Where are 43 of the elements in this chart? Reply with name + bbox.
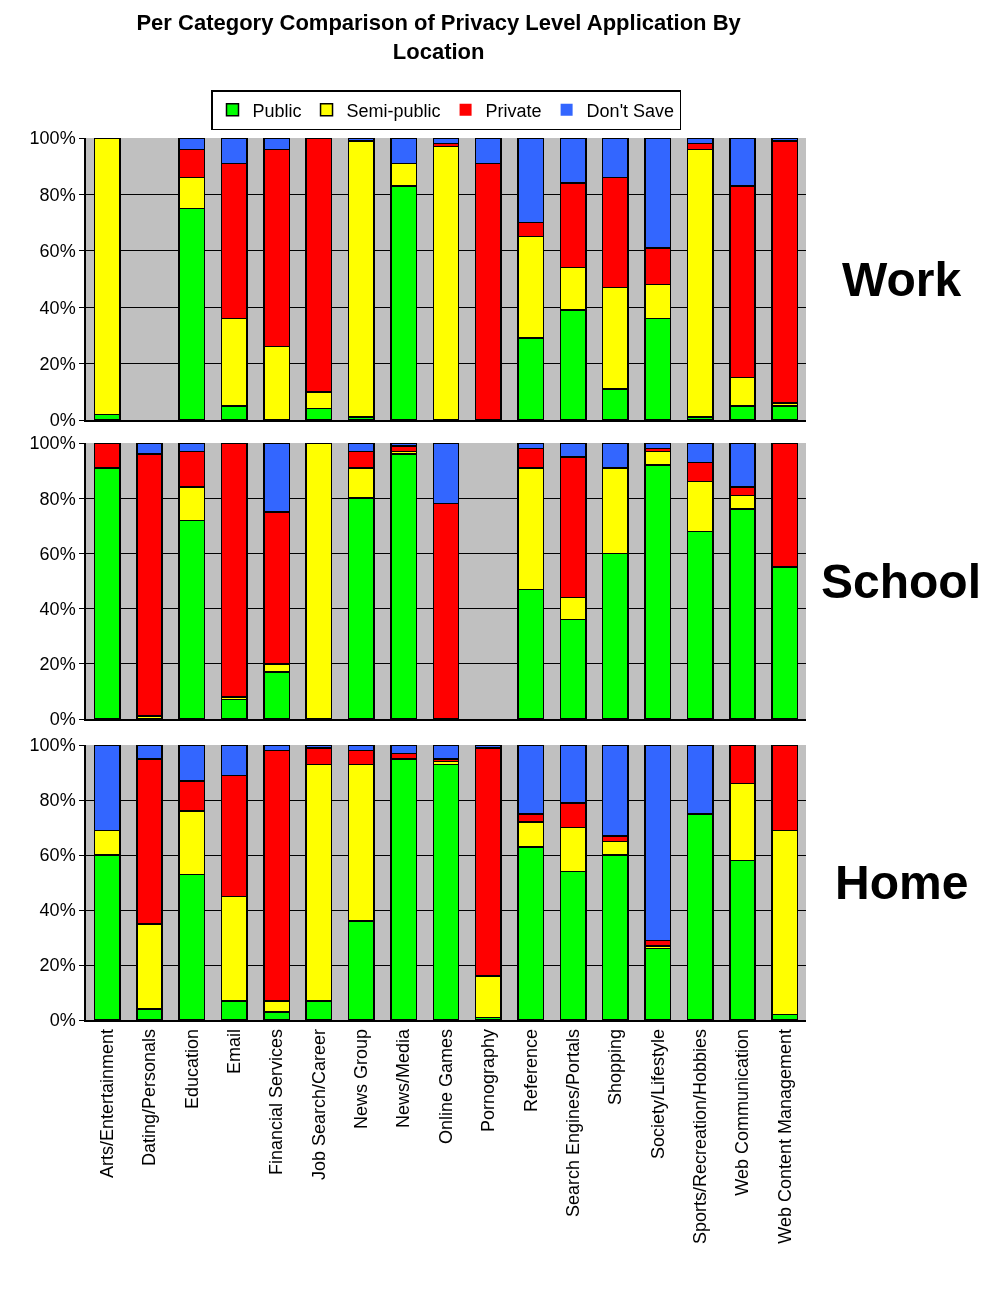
legend-label: Don't Save — [586, 100, 675, 121]
y-tick-label: 60% — [39, 845, 76, 866]
legend-label: Public — [252, 100, 302, 121]
y-tick-label: 20% — [39, 654, 76, 675]
x-tick-label: Email — [224, 1028, 245, 1074]
y-tick-label: 0% — [49, 410, 76, 431]
x-tick-label: Online Games — [435, 1028, 456, 1145]
x-tick-label: Pornography — [478, 1028, 499, 1133]
y-tick-label: 60% — [39, 543, 76, 564]
text: Home — [835, 856, 969, 909]
y-tick-label: 0% — [49, 1010, 76, 1031]
y-tick-label: 20% — [39, 353, 76, 374]
x-tick-label: Shopping — [605, 1028, 626, 1106]
x-tick-label: Arts/Entertainment — [97, 1028, 118, 1179]
x-tick-label: Job Search/Career — [308, 1028, 329, 1181]
x-tick-label: Society/Lifestyle — [647, 1028, 668, 1160]
x-tick-label: Dating/Personals — [139, 1028, 160, 1167]
text: Work — [842, 253, 962, 306]
x-tick-label: Search Engines/Portals — [562, 1028, 583, 1218]
chart-title: Per Category Comparison of Privacy Level Application By Location — [136, 10, 742, 64]
y-tick-label: 100% — [29, 128, 76, 149]
y-tick-label: 100% — [29, 433, 76, 454]
x-tick-label: Web Communication — [732, 1028, 753, 1196]
y-tick-label: 100% — [29, 735, 76, 756]
text: School — [821, 555, 982, 608]
y-tick-label: 0% — [49, 709, 76, 730]
y-tick-label: 20% — [39, 955, 76, 976]
x-tick-label: News/Media — [393, 1027, 414, 1128]
y-tick-label: 40% — [39, 297, 76, 318]
y-tick-label: 80% — [39, 790, 76, 811]
y-tick-label: 40% — [39, 900, 76, 921]
x-tick-label: Education — [181, 1028, 202, 1110]
x-tick-label: Financial Services — [266, 1028, 287, 1176]
legend-label: Private — [485, 100, 542, 121]
y-tick-label: 80% — [39, 488, 76, 509]
x-tick-label: Reference — [520, 1028, 541, 1113]
x-tick-label: Web Content Management — [774, 1028, 795, 1244]
x-tick-label: Sports/Recreation/Hobbies — [689, 1028, 710, 1245]
y-tick-label: 60% — [39, 241, 76, 262]
y-tick-label: 80% — [39, 184, 76, 205]
x-tick-label: News Group — [351, 1028, 372, 1129]
legend-label: Semi-public — [346, 100, 441, 121]
y-tick-label: 40% — [39, 598, 76, 619]
